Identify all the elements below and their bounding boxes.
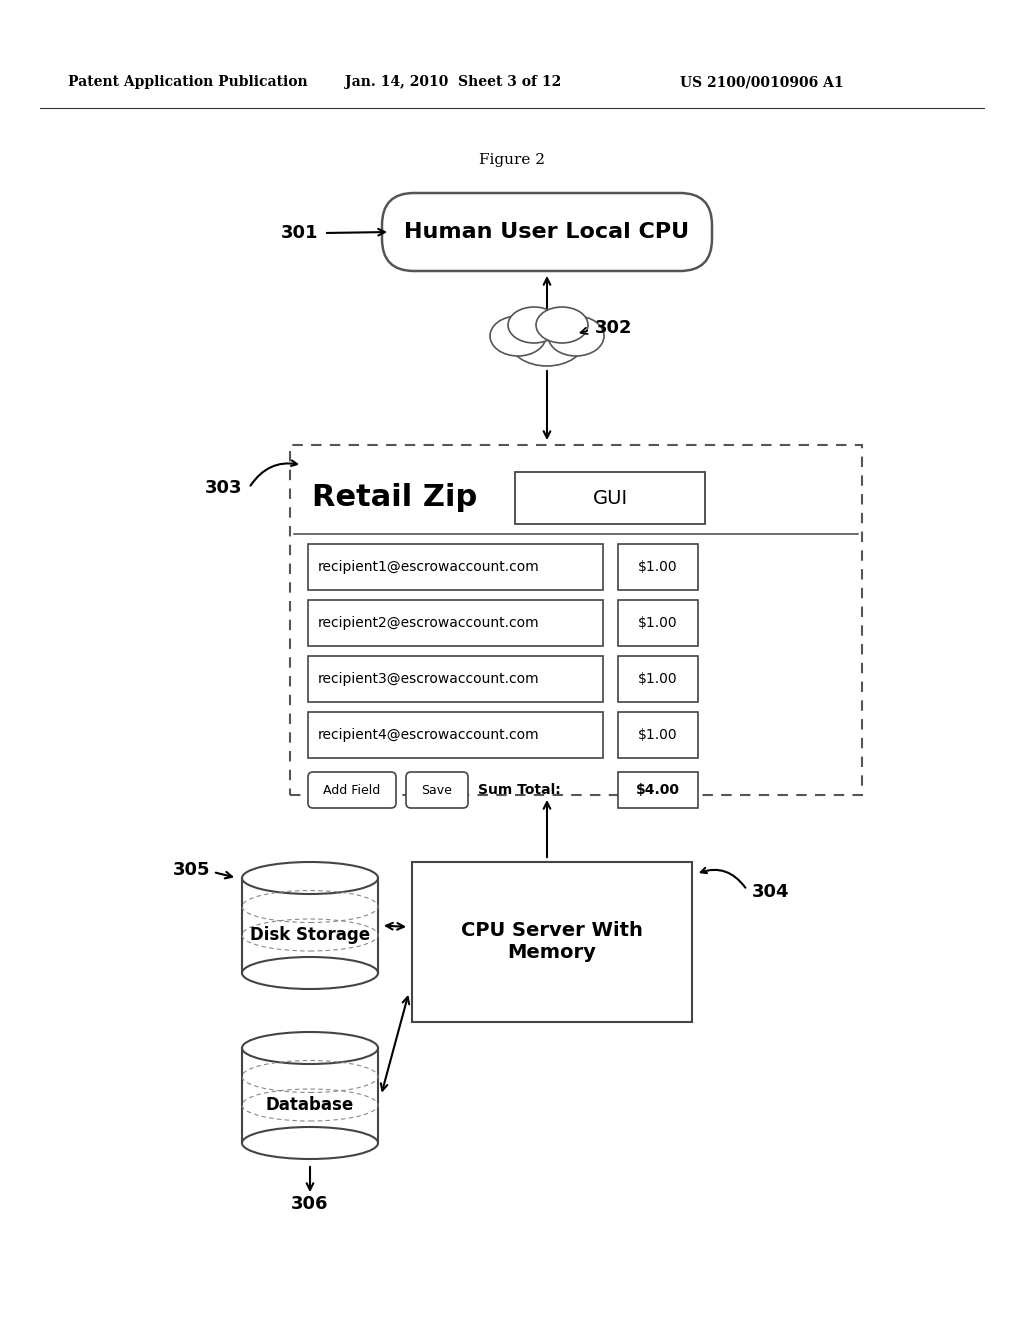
Text: Jan. 14, 2010  Sheet 3 of 12: Jan. 14, 2010 Sheet 3 of 12	[345, 75, 561, 88]
Text: Retail Zip: Retail Zip	[312, 483, 477, 512]
Text: Add Field: Add Field	[324, 784, 381, 796]
FancyBboxPatch shape	[406, 772, 468, 808]
Text: US 2100/0010906 A1: US 2100/0010906 A1	[680, 75, 844, 88]
Text: Sum Total:: Sum Total:	[478, 783, 561, 797]
FancyBboxPatch shape	[382, 193, 712, 271]
Bar	[308, 544, 603, 590]
Text: 306: 306	[291, 1195, 329, 1213]
Text: Database: Database	[266, 1097, 354, 1114]
Text: $1.00: $1.00	[638, 729, 678, 742]
Text: recipient2@escrowaccount.com: recipient2@escrowaccount.com	[318, 616, 540, 630]
Ellipse shape	[508, 308, 560, 343]
Text: Save: Save	[422, 784, 453, 796]
Text: 304: 304	[752, 883, 790, 902]
Bar	[308, 711, 603, 758]
Text: $1.00: $1.00	[638, 560, 678, 574]
Ellipse shape	[242, 862, 378, 894]
Bar	[515, 473, 705, 524]
Text: Human User Local CPU: Human User Local CPU	[404, 222, 689, 242]
Text: 303: 303	[205, 479, 242, 498]
Ellipse shape	[242, 1127, 378, 1159]
Text: GUI: GUI	[593, 488, 628, 507]
Bar	[412, 862, 692, 1022]
Text: 301: 301	[281, 224, 318, 242]
Text: 305: 305	[172, 861, 210, 879]
Text: Figure 2: Figure 2	[479, 153, 545, 168]
Text: recipient4@escrowaccount.com: recipient4@escrowaccount.com	[318, 729, 540, 742]
Bar	[618, 711, 698, 758]
Text: Patent Application Publication: Patent Application Publication	[68, 75, 307, 88]
Bar	[242, 1048, 378, 1143]
Text: Disk Storage: Disk Storage	[250, 927, 370, 945]
Text: $1.00: $1.00	[638, 616, 678, 630]
Bar	[618, 772, 698, 808]
FancyBboxPatch shape	[308, 772, 396, 808]
Bar	[242, 878, 378, 973]
Text: 302: 302	[595, 319, 633, 337]
Ellipse shape	[242, 1032, 378, 1064]
Text: $4.00: $4.00	[636, 783, 680, 797]
Bar	[618, 544, 698, 590]
Bar	[618, 601, 698, 645]
Ellipse shape	[490, 315, 546, 356]
Bar	[290, 445, 862, 795]
Ellipse shape	[242, 957, 378, 989]
Text: recipient1@escrowaccount.com: recipient1@escrowaccount.com	[318, 560, 540, 574]
Bar	[618, 656, 698, 702]
Text: $1.00: $1.00	[638, 672, 678, 686]
Ellipse shape	[548, 315, 604, 356]
Ellipse shape	[509, 314, 585, 366]
Text: CPU Server With
Memory: CPU Server With Memory	[461, 921, 643, 962]
Bar	[308, 601, 603, 645]
Text: recipient3@escrowaccount.com: recipient3@escrowaccount.com	[318, 672, 540, 686]
Bar	[308, 656, 603, 702]
Ellipse shape	[536, 308, 588, 343]
